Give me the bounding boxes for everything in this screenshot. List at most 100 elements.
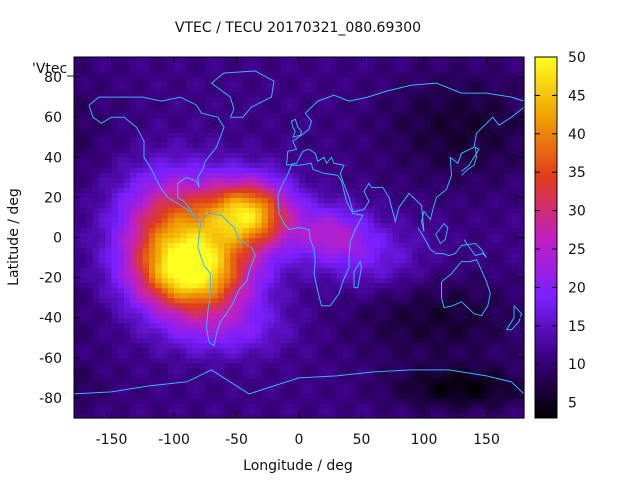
heatmap-cell xyxy=(192,337,200,344)
heatmap-cell xyxy=(267,307,275,314)
heatmap-cell xyxy=(255,197,263,203)
heatmap-cell xyxy=(180,172,188,178)
heatmap-cell xyxy=(149,57,156,63)
heatmap-cell xyxy=(424,392,431,399)
heatmap-cell xyxy=(474,127,481,133)
heatmap-cell xyxy=(480,377,488,384)
heatmap-cell xyxy=(261,267,269,274)
heatmap-cell xyxy=(367,187,375,193)
heatmap-cell xyxy=(217,337,225,344)
heatmap-cell xyxy=(174,347,181,354)
heatmap-cell xyxy=(292,352,300,359)
heatmap-cell xyxy=(167,212,175,219)
heatmap-cell xyxy=(105,327,113,334)
heatmap-cell xyxy=(249,217,256,224)
heatmap-cell xyxy=(299,402,306,409)
heatmap-cell xyxy=(286,222,294,229)
heatmap-cell xyxy=(224,147,231,153)
heatmap-cell xyxy=(199,352,206,359)
heatmap-cell xyxy=(224,67,231,73)
heatmap-cell xyxy=(480,277,488,284)
heatmap-cell xyxy=(467,157,475,163)
heatmap-cell xyxy=(405,247,413,254)
heatmap-cell xyxy=(167,217,175,224)
heatmap-cell xyxy=(299,152,306,158)
heatmap-cell xyxy=(99,137,106,143)
heatmap-cell xyxy=(80,277,88,284)
heatmap-cell xyxy=(505,302,513,309)
heatmap-cell xyxy=(80,137,88,143)
heatmap-cell xyxy=(92,247,100,254)
heatmap-cell xyxy=(486,382,494,389)
heatmap-cell xyxy=(467,92,475,98)
heatmap-cell xyxy=(236,282,244,289)
heatmap-cell xyxy=(92,312,100,319)
heatmap-cell xyxy=(242,327,250,334)
heatmap-cell xyxy=(280,202,288,209)
heatmap-cell xyxy=(99,122,106,128)
heatmap-cell xyxy=(455,117,463,123)
heatmap-cell xyxy=(205,202,213,209)
heatmap-cell xyxy=(105,137,113,143)
heatmap-cell xyxy=(492,207,500,214)
heatmap-cell xyxy=(80,87,88,93)
heatmap-cell xyxy=(105,257,113,264)
heatmap-cell xyxy=(86,157,94,163)
heatmap-cell xyxy=(99,77,106,83)
heatmap-cell xyxy=(292,107,300,113)
heatmap-cell xyxy=(174,357,181,364)
heatmap-cell xyxy=(74,357,81,364)
heatmap-cell xyxy=(199,252,206,259)
heatmap-cell xyxy=(430,207,438,214)
heatmap-cell xyxy=(405,287,413,294)
heatmap-cell xyxy=(180,212,188,219)
heatmap-cell xyxy=(186,327,194,334)
heatmap-cell xyxy=(155,102,163,108)
heatmap-cell xyxy=(411,357,419,364)
heatmap-cell xyxy=(180,77,188,83)
heatmap-cell xyxy=(430,252,438,259)
heatmap-cell xyxy=(399,252,406,259)
heatmap-cell xyxy=(305,147,313,153)
heatmap-cell xyxy=(267,407,275,414)
heatmap-cell xyxy=(167,317,175,324)
heatmap-cell xyxy=(149,122,156,128)
heatmap-cell xyxy=(367,332,375,339)
heatmap-cell xyxy=(392,127,400,133)
heatmap-cell xyxy=(217,92,225,98)
heatmap-cell xyxy=(411,252,419,259)
heatmap-cell xyxy=(249,337,256,344)
heatmap-cell xyxy=(317,217,325,224)
heatmap-cell xyxy=(124,342,131,349)
heatmap-cell xyxy=(336,257,344,264)
heatmap-cell xyxy=(217,322,225,329)
heatmap-cell xyxy=(74,177,81,183)
heatmap-cell xyxy=(299,292,306,299)
heatmap-cell xyxy=(292,387,300,394)
heatmap-cell xyxy=(74,207,81,214)
heatmap-cell xyxy=(374,72,381,78)
heatmap-cell xyxy=(255,297,263,304)
heatmap-cell xyxy=(111,397,119,404)
heatmap-cell xyxy=(199,207,206,214)
heatmap-cell xyxy=(86,327,94,334)
heatmap-cell xyxy=(267,247,275,254)
heatmap-cell xyxy=(411,72,419,78)
heatmap-cell xyxy=(324,172,331,178)
heatmap-cell xyxy=(74,107,81,113)
heatmap-cell xyxy=(117,322,125,329)
heatmap-cell xyxy=(492,357,500,364)
heatmap-cell xyxy=(242,162,250,168)
heatmap-cell xyxy=(392,232,400,239)
heatmap-cell xyxy=(124,142,131,148)
heatmap-cell xyxy=(424,92,431,98)
heatmap-cell xyxy=(180,287,188,294)
heatmap-cell xyxy=(486,192,494,198)
heatmap-cell xyxy=(367,387,375,394)
heatmap-cell xyxy=(255,337,263,344)
heatmap-cell xyxy=(399,72,406,78)
heatmap-cell xyxy=(480,247,488,254)
heatmap-cell xyxy=(442,362,450,369)
heatmap-cell xyxy=(367,142,375,148)
heatmap-cell xyxy=(336,267,344,274)
